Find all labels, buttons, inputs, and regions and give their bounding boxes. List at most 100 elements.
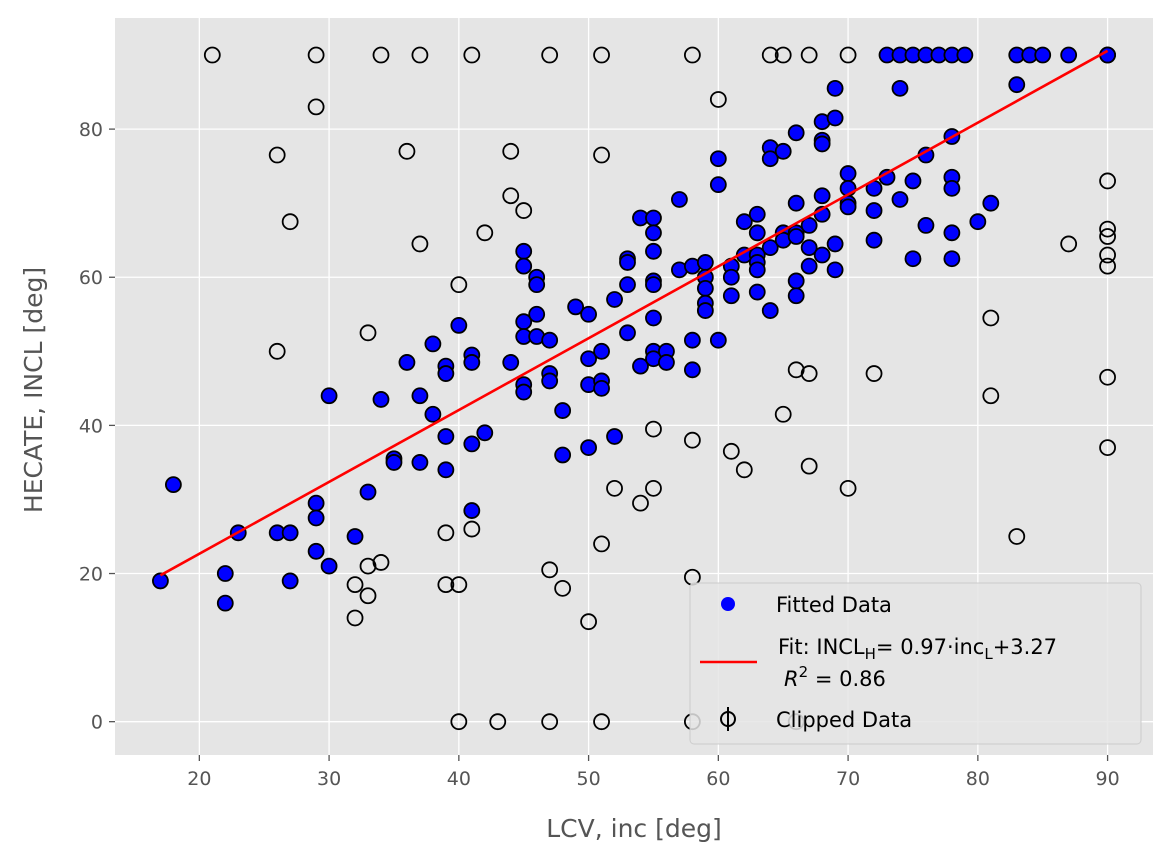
- fitted-point: [904, 250, 922, 268]
- fitted-point: [761, 302, 779, 319]
- clipped-point: [554, 579, 572, 597]
- fitted-point: [813, 246, 831, 264]
- fitted-point: [865, 231, 883, 249]
- clipped-point: [359, 587, 377, 605]
- fitted-point: [463, 435, 481, 453]
- fitted-point: [709, 176, 727, 194]
- y-tick-labels: 0 20 40 60 80: [79, 119, 115, 734]
- clipped-point: [437, 576, 455, 594]
- x-tick-label: 30: [317, 768, 341, 790]
- x-tick-label: 60: [706, 768, 730, 790]
- clipped-point: [476, 224, 494, 242]
- fitted-point: [307, 494, 325, 512]
- y-tick-label: 60: [79, 267, 103, 289]
- fitted-point: [917, 216, 935, 234]
- clipped-point: [1099, 246, 1116, 264]
- clipped-point: [1099, 257, 1116, 275]
- clipped-point: [1099, 439, 1116, 457]
- clipped-point: [346, 576, 364, 594]
- fitted-point: [696, 302, 714, 319]
- fitted-point: [891, 79, 909, 97]
- fit-sub-l: L: [984, 645, 993, 663]
- clipped-point: [502, 187, 520, 205]
- clipped-point: [709, 91, 727, 108]
- clipped-point: [203, 46, 221, 64]
- clipped-data-points: [203, 46, 1116, 731]
- clipped-point: [359, 324, 377, 342]
- fitted-point: [658, 354, 675, 371]
- legend-clipped-marker: [720, 711, 736, 727]
- y-tick-label: 80: [79, 119, 103, 141]
- clipped-point: [1099, 368, 1116, 386]
- fitted-point: [645, 242, 662, 260]
- fitted-point: [787, 124, 805, 142]
- fitted-point: [346, 528, 364, 545]
- fitted-point: [359, 483, 377, 501]
- fitted-point: [437, 461, 455, 479]
- fitted-point: [943, 224, 961, 242]
- fitted-point: [424, 405, 442, 423]
- r2-prefix: R: [784, 667, 799, 691]
- fitted-point: [748, 224, 766, 242]
- clipped-point: [787, 361, 805, 379]
- fitted-point: [943, 250, 961, 268]
- fitted-point: [671, 191, 688, 208]
- fitted-point: [580, 439, 597, 457]
- clipped-point: [800, 457, 818, 475]
- fitted-point: [735, 213, 753, 231]
- clipped-point: [1099, 228, 1116, 245]
- fitted-point: [528, 276, 546, 294]
- clipped-point: [593, 535, 610, 553]
- fitted-point: [580, 305, 597, 323]
- fitted-point: [722, 268, 740, 286]
- clipped-point: [1008, 528, 1026, 545]
- fitted-point: [645, 209, 662, 227]
- x-tick-label: 20: [187, 768, 211, 790]
- fitted-point: [826, 235, 844, 253]
- fitted-point: [813, 187, 831, 205]
- fitted-point: [502, 354, 520, 371]
- fitted-point: [787, 287, 805, 305]
- fitted-point: [683, 331, 701, 349]
- fitted-point: [437, 428, 455, 445]
- fitted-point: [593, 342, 610, 360]
- clipped-point: [800, 365, 818, 382]
- clipped-point: [774, 405, 792, 423]
- fitted-point: [320, 557, 338, 575]
- clipped-point: [606, 479, 623, 497]
- clipped-point: [722, 442, 740, 460]
- clipped-point: [515, 202, 533, 219]
- fitted-point: [696, 279, 714, 297]
- x-tick-labels: 20 30 40 50 60 70 80 90: [187, 755, 1120, 790]
- x-tick-label: 50: [576, 768, 600, 790]
- fitted-point: [463, 502, 481, 519]
- clipped-point: [541, 46, 559, 64]
- fitted-point: [645, 309, 662, 327]
- clipped-point: [307, 46, 325, 64]
- fitted-point: [307, 509, 325, 527]
- x-tick-label: 70: [836, 768, 860, 790]
- fitted-point: [437, 365, 455, 382]
- fitted-point: [761, 239, 779, 257]
- fitted-point: [164, 476, 182, 494]
- fit-line: [159, 49, 1109, 577]
- clipped-point: [450, 713, 468, 731]
- clipped-point: [839, 479, 857, 497]
- fitted-point: [398, 354, 416, 371]
- fitted-point: [956, 46, 974, 64]
- fit-suffix: +3.27: [993, 635, 1057, 659]
- y-tick-label: 0: [91, 712, 103, 734]
- fitted-point: [865, 202, 883, 219]
- fitted-point: [645, 276, 662, 294]
- fitted-point: [281, 572, 299, 590]
- clipped-point: [463, 46, 481, 64]
- fitted-point: [826, 79, 844, 97]
- clipped-point: [1060, 235, 1078, 253]
- clipped-point: [307, 98, 325, 116]
- clipped-point: [450, 576, 468, 594]
- fitted-point: [787, 272, 805, 290]
- fitted-point: [554, 402, 572, 419]
- fitted-point: [982, 194, 1000, 212]
- fitted-point: [683, 361, 701, 379]
- clipped-point: [411, 46, 429, 64]
